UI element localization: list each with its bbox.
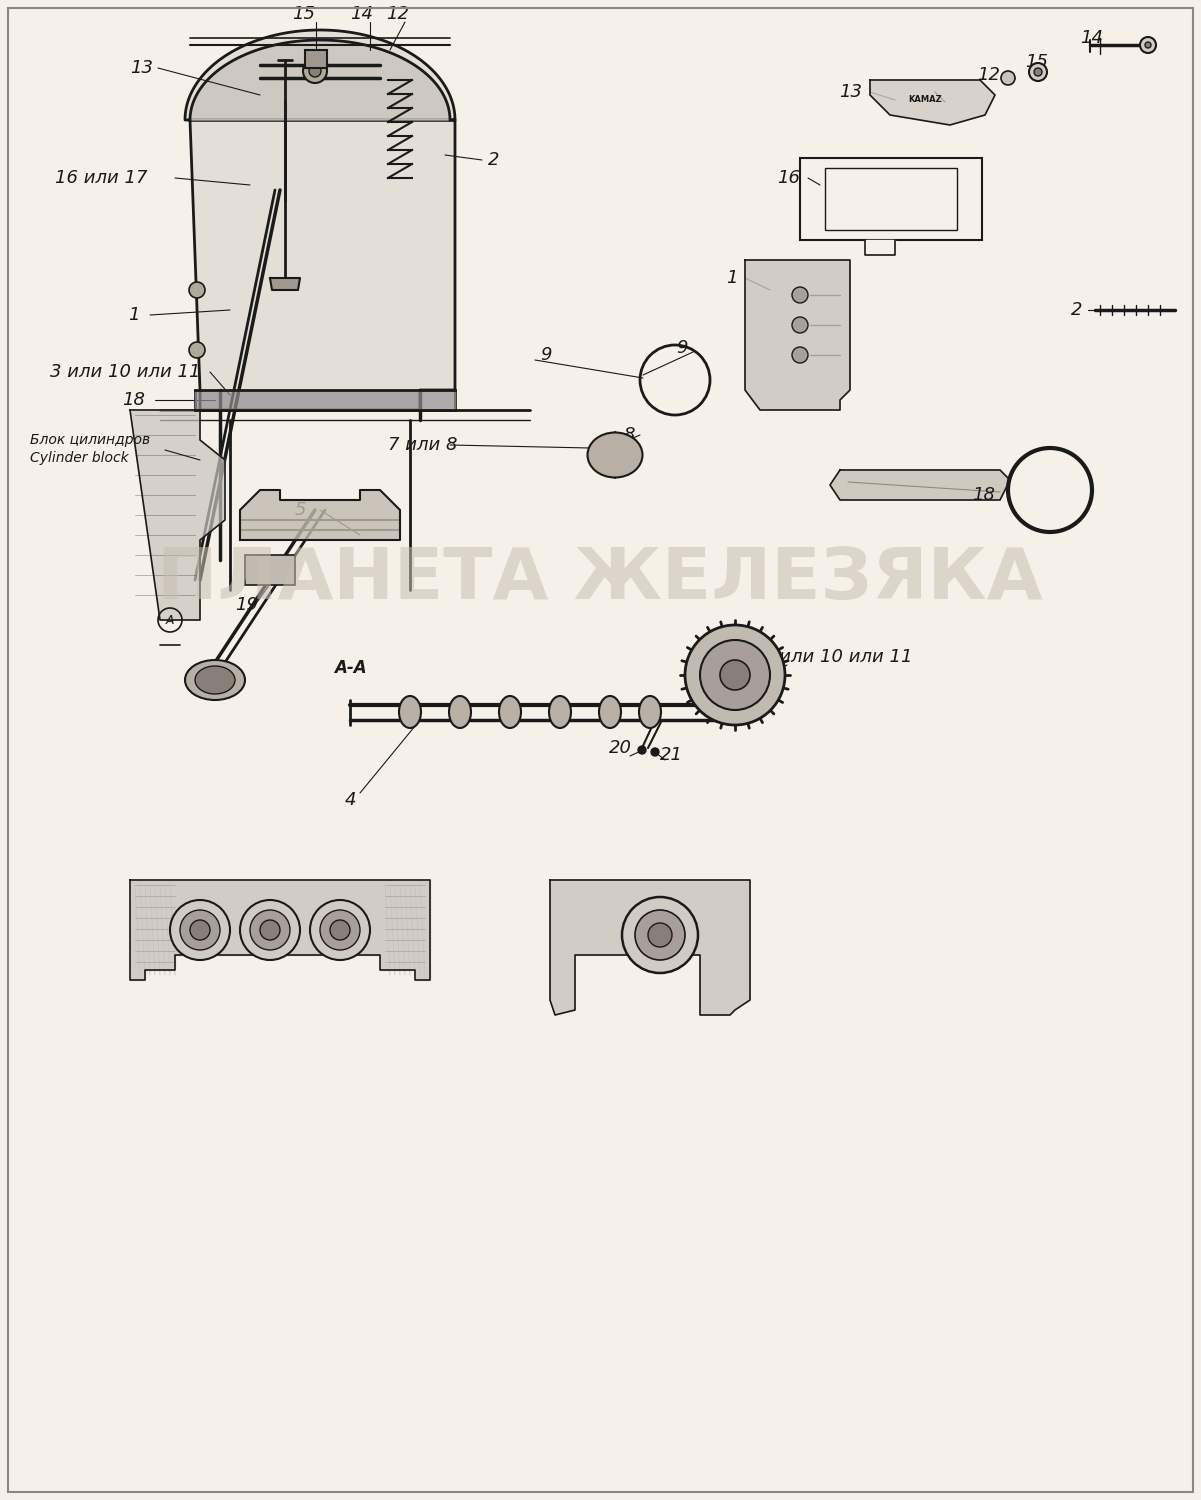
- Text: А-А: А-А: [334, 658, 366, 676]
- Polygon shape: [195, 390, 455, 410]
- Text: 9: 9: [540, 346, 551, 364]
- Polygon shape: [550, 880, 749, 1016]
- Circle shape: [791, 286, 808, 303]
- Circle shape: [189, 342, 205, 358]
- Text: 9: 9: [676, 339, 688, 357]
- Text: 15: 15: [293, 4, 316, 22]
- Circle shape: [721, 660, 749, 690]
- Text: 16 или 17: 16 или 17: [55, 170, 148, 188]
- Text: 21: 21: [661, 746, 683, 764]
- Text: 4: 4: [345, 790, 355, 808]
- Ellipse shape: [639, 696, 661, 728]
- Ellipse shape: [599, 696, 621, 728]
- Text: 1: 1: [129, 306, 141, 324]
- Ellipse shape: [549, 696, 570, 728]
- Polygon shape: [190, 40, 450, 120]
- Polygon shape: [130, 410, 225, 620]
- Circle shape: [635, 910, 685, 960]
- Text: 3 или 10 или 11: 3 или 10 или 11: [50, 363, 201, 381]
- Text: 18: 18: [123, 392, 145, 410]
- FancyBboxPatch shape: [245, 555, 295, 585]
- Text: 2: 2: [488, 152, 500, 170]
- Text: Блок цилиндров: Блок цилиндров: [30, 433, 150, 447]
- Text: 13: 13: [130, 58, 153, 76]
- Circle shape: [330, 920, 349, 940]
- Circle shape: [1140, 38, 1157, 52]
- Circle shape: [310, 900, 370, 960]
- Text: 5: 5: [295, 501, 306, 519]
- Text: A: A: [166, 615, 174, 627]
- Circle shape: [700, 640, 770, 710]
- Polygon shape: [240, 490, 400, 540]
- Text: 14: 14: [1081, 28, 1104, 46]
- Circle shape: [180, 910, 220, 950]
- Circle shape: [250, 910, 289, 950]
- Text: Cylinder block: Cylinder block: [30, 452, 129, 465]
- Text: 2: 2: [1070, 302, 1082, 320]
- Circle shape: [171, 900, 231, 960]
- Text: 13: 13: [839, 82, 862, 100]
- Ellipse shape: [195, 666, 235, 694]
- Text: KAMAZ: KAMAZ: [908, 96, 942, 105]
- Circle shape: [791, 316, 808, 333]
- Text: 7 или 8: 7 или 8: [388, 436, 458, 454]
- Text: 16: 16: [777, 170, 800, 188]
- Ellipse shape: [449, 696, 471, 728]
- Text: 3 или 10 или 11: 3 или 10 или 11: [761, 648, 913, 666]
- Text: ПЛАНЕТА ЖЕЛЕЗЯКА: ПЛАНЕТА ЖЕЛЕЗЯКА: [157, 546, 1042, 615]
- Polygon shape: [870, 80, 994, 124]
- Circle shape: [1000, 70, 1015, 86]
- Text: 20: 20: [609, 740, 632, 758]
- Polygon shape: [865, 240, 895, 255]
- Polygon shape: [270, 278, 300, 290]
- FancyBboxPatch shape: [305, 50, 327, 68]
- Text: 1: 1: [727, 268, 737, 286]
- Text: 19: 19: [235, 596, 258, 613]
- Circle shape: [638, 746, 646, 754]
- Text: 18: 18: [972, 486, 994, 504]
- Text: 15: 15: [1026, 53, 1048, 70]
- Circle shape: [791, 346, 808, 363]
- Circle shape: [309, 64, 321, 76]
- Polygon shape: [830, 470, 1010, 500]
- Ellipse shape: [399, 696, 422, 728]
- Ellipse shape: [587, 432, 643, 477]
- Circle shape: [622, 897, 698, 974]
- Text: 12: 12: [387, 4, 410, 22]
- Ellipse shape: [498, 696, 521, 728]
- Circle shape: [1034, 68, 1042, 76]
- Circle shape: [303, 58, 327, 82]
- Circle shape: [649, 922, 673, 946]
- Ellipse shape: [185, 660, 245, 700]
- Circle shape: [685, 626, 785, 724]
- Text: 12: 12: [976, 66, 1000, 84]
- Circle shape: [1029, 63, 1047, 81]
- Polygon shape: [130, 880, 430, 980]
- Circle shape: [259, 920, 280, 940]
- Circle shape: [189, 282, 205, 298]
- Circle shape: [190, 920, 210, 940]
- Text: 14: 14: [351, 4, 374, 22]
- Polygon shape: [185, 30, 455, 410]
- Polygon shape: [745, 260, 850, 410]
- Circle shape: [319, 910, 360, 950]
- Circle shape: [240, 900, 300, 960]
- Circle shape: [651, 748, 659, 756]
- Circle shape: [1145, 42, 1151, 48]
- Text: 8: 8: [623, 426, 635, 444]
